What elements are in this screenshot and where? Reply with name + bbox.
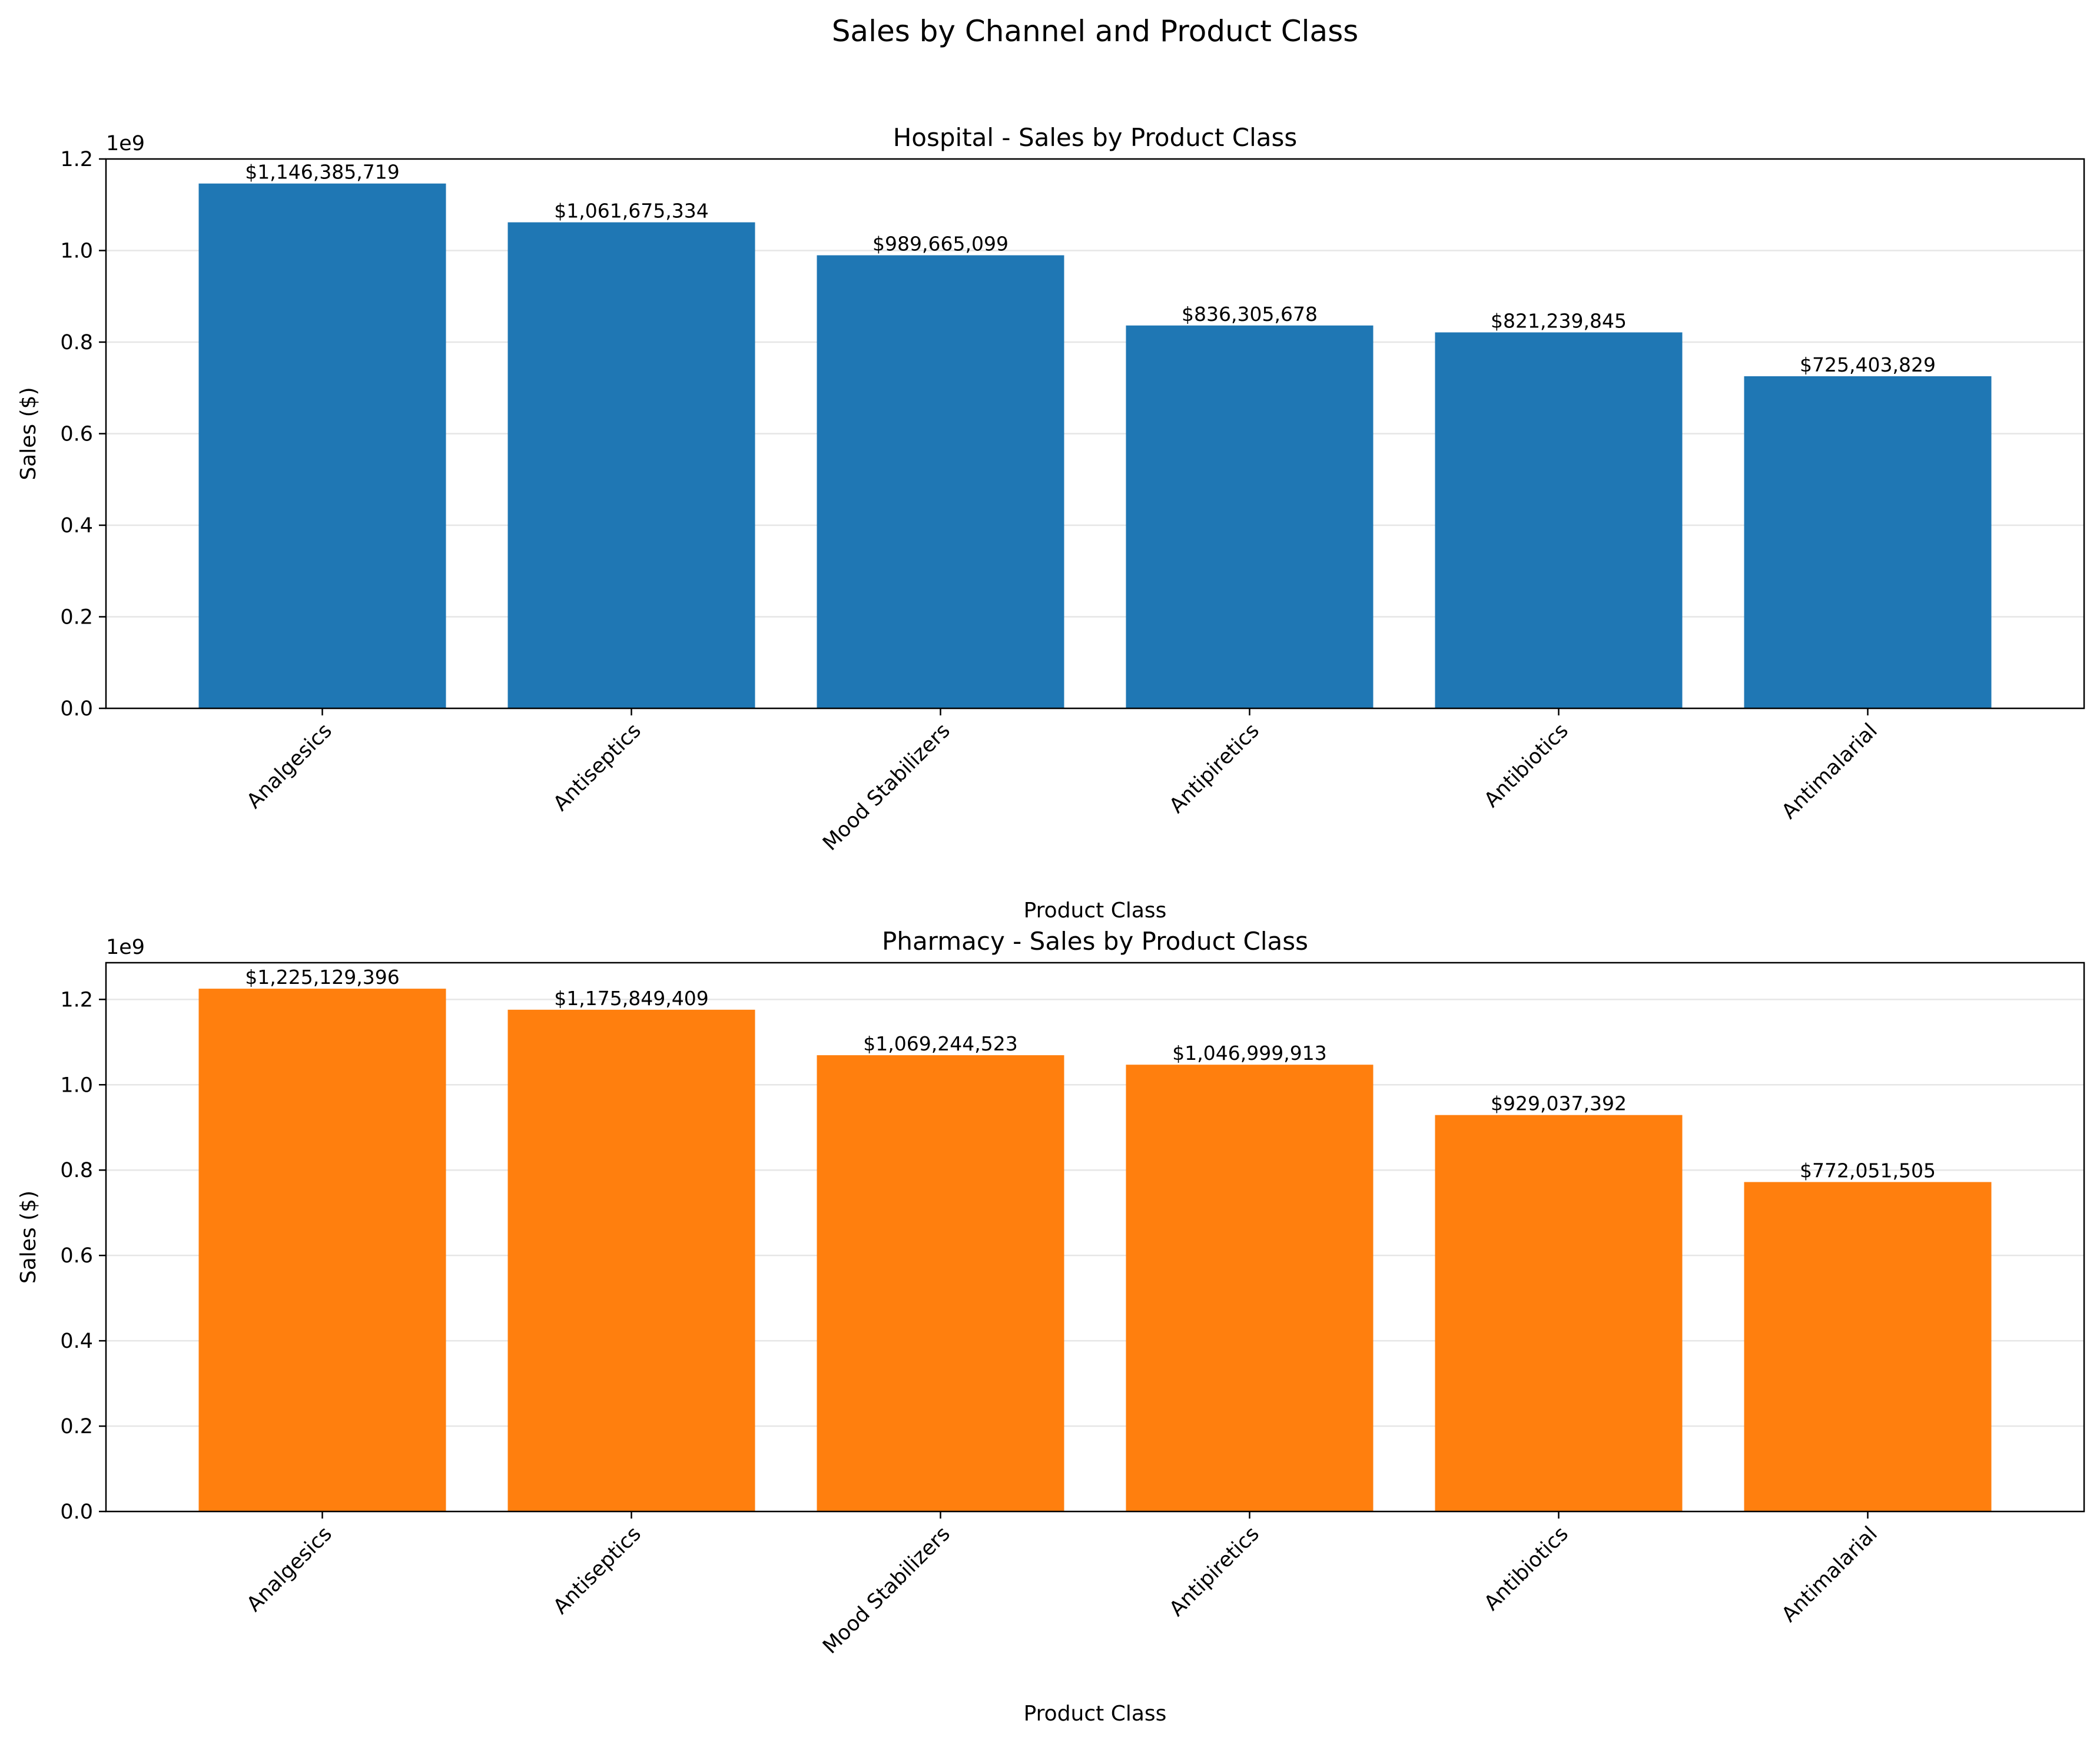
data-label: $1,146,385,719 — [245, 161, 399, 184]
data-label: $929,037,392 — [1491, 1092, 1627, 1115]
y-axis-label: Sales ($) — [16, 387, 41, 480]
bar-antiseptics — [507, 1009, 755, 1511]
y-tick-label: 0.0 — [60, 1500, 93, 1524]
data-label: $836,305,678 — [1182, 303, 1318, 326]
data-label: $1,225,129,396 — [245, 966, 399, 989]
data-label: $1,069,244,523 — [863, 1032, 1017, 1055]
y-offset-label: 1e9 — [106, 936, 145, 959]
y-tick-label: 0.8 — [60, 1159, 93, 1182]
bar-antimalarial — [1744, 1182, 1992, 1511]
data-label: $1,175,849,409 — [554, 987, 708, 1010]
y-axis-label: Sales ($) — [16, 1191, 41, 1284]
bar-antibiotics — [1435, 1115, 1683, 1511]
pharmacy-chart-title: Pharmacy - Sales by Product Class — [882, 927, 1308, 956]
y-tick-label: 1.0 — [60, 240, 93, 263]
x-axis-label: Product Class — [1024, 1702, 1167, 1726]
data-label: $821,239,845 — [1491, 309, 1627, 332]
bar-antibiotics — [1435, 332, 1683, 708]
x-axis-label: Product Class — [1024, 899, 1167, 923]
y-tick-label: 1.0 — [60, 1073, 93, 1097]
y-tick-label: 1.2 — [60, 148, 93, 171]
bar-antiseptics — [507, 222, 755, 708]
bar-mood-stabilizers — [817, 1055, 1064, 1511]
data-label: $1,046,999,913 — [1172, 1042, 1326, 1065]
y-tick-label: 0.6 — [60, 423, 93, 446]
hospital-chart: $1,146,385,719 $1,061,675,334 $989,665,099… — [16, 123, 2085, 923]
y-tick-label: 1.2 — [60, 988, 93, 1012]
y-tick-label: 0.2 — [60, 1415, 93, 1438]
data-label: $989,665,099 — [872, 233, 1008, 256]
bar-antimalarial — [1744, 376, 1992, 708]
y-tick-label: 0.4 — [60, 514, 93, 538]
y-tick-label: 0.6 — [60, 1244, 93, 1268]
bar-antipiretics — [1126, 325, 1374, 708]
y-offset-label: 1e9 — [106, 132, 145, 155]
y-tick-label: 0.4 — [60, 1330, 93, 1353]
bar-antipiretics — [1126, 1065, 1374, 1511]
bar-analgesics — [198, 183, 446, 709]
figure-title: Sales by Channel and Product Class — [832, 14, 1359, 48]
data-label: $725,403,829 — [1800, 353, 1936, 376]
y-tick-label: 0.0 — [60, 697, 93, 721]
y-tick-label: 0.2 — [60, 606, 93, 629]
hospital-chart-title: Hospital - Sales by Product Class — [893, 123, 1298, 152]
bar-analgesics — [198, 989, 446, 1511]
data-label: $772,051,505 — [1800, 1159, 1936, 1182]
data-label: $1,061,675,334 — [554, 200, 708, 223]
bar-mood-stabilizers — [817, 255, 1064, 708]
axes-frame — [105, 962, 2085, 1513]
y-tick-label: 0.8 — [60, 331, 93, 354]
